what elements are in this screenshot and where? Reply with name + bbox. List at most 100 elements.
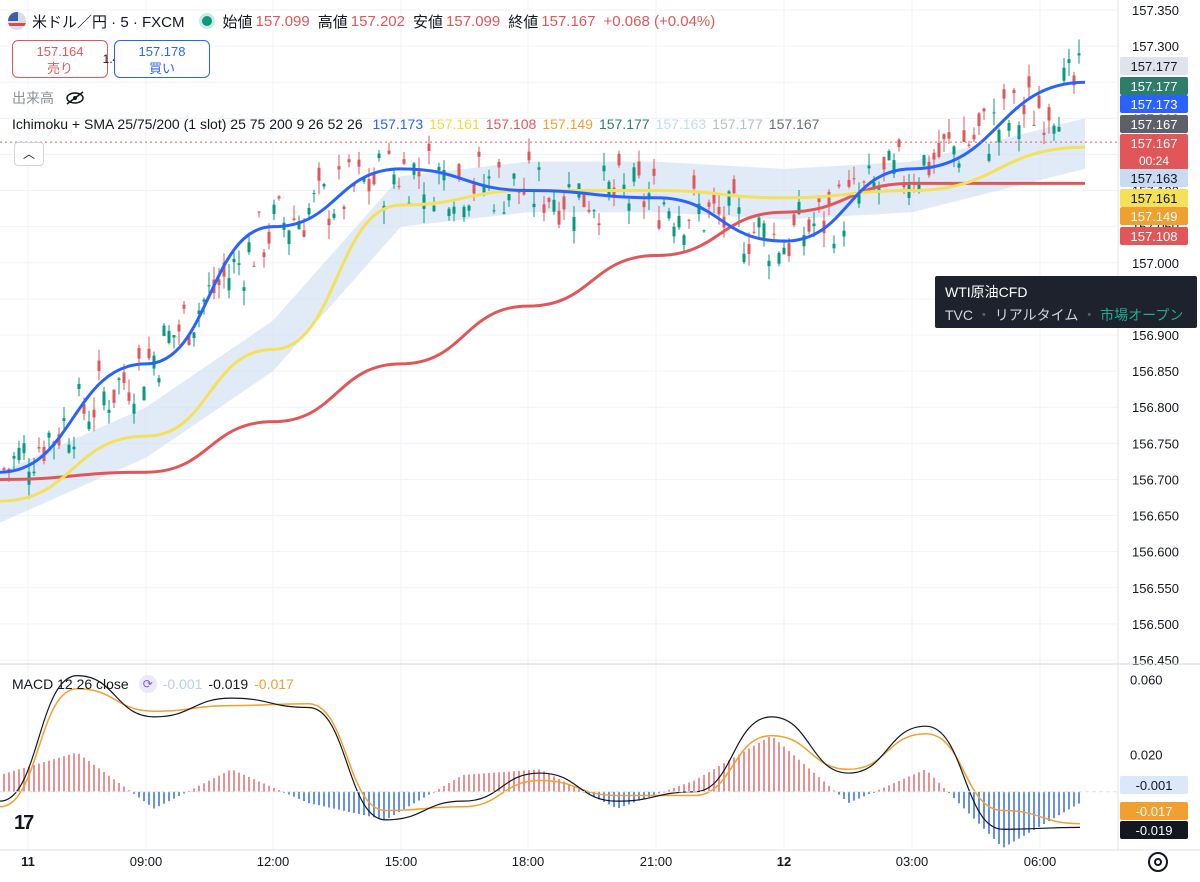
candle-body [372, 173, 376, 185]
ichimoku-value-4: 157.177 [598, 116, 650, 132]
candle-body [742, 253, 746, 263]
candle-body [942, 134, 946, 140]
candle-body [472, 184, 476, 194]
macd-histogram-bar [678, 786, 680, 792]
macd-histogram-bar [208, 780, 210, 792]
macd-histogram-bar [728, 760, 730, 792]
price-label-text: 157.173 [1131, 97, 1178, 112]
macd-histogram-bar [788, 750, 790, 792]
candle-body [802, 235, 806, 247]
candle-body [112, 389, 116, 403]
macd-histogram-bar [1038, 791, 1040, 827]
macd-histogram-bar [893, 783, 895, 792]
price-label-bg [1120, 227, 1188, 245]
macd-histogram-bar [868, 791, 870, 795]
price-label-bg [1120, 77, 1188, 95]
macd-histogram-bar [63, 756, 65, 792]
macd-histogram-bar [743, 751, 745, 792]
candle-body [662, 202, 666, 205]
macd-histogram-bar [1028, 791, 1030, 833]
macd-histogram-bar [193, 788, 195, 792]
candle-body [807, 219, 811, 232]
macd-histogram-bar [648, 791, 650, 798]
close-label: 終値 [508, 13, 539, 31]
macd-histogram-bar [1013, 791, 1015, 842]
candle-body [407, 202, 411, 204]
macd-histogram-bar [238, 772, 240, 792]
macd-histogram-bar [1003, 791, 1005, 848]
tooltip-mode: リアルタイム [994, 307, 1079, 323]
candle-body [107, 409, 111, 413]
sma-line-sma200 [0, 181, 1085, 481]
y-tick-label: 156.550 [1132, 581, 1179, 596]
buy-button[interactable]: 157.178 買い [114, 40, 210, 78]
candle-body [347, 159, 351, 163]
macd-histogram-bar [333, 791, 335, 809]
candle-body [682, 235, 686, 245]
ichimoku-legend: Ichimoku + SMA 25/75/200 (1 slot) 25 75 … [12, 116, 831, 132]
candle-body [727, 191, 731, 206]
candle-body [847, 179, 851, 187]
macd-histogram-bar [558, 778, 560, 792]
candle-body [1077, 53, 1081, 56]
x-tick-label: 12:00 [257, 854, 290, 869]
candle-body [877, 188, 881, 191]
candle-body [317, 167, 321, 181]
macd-histogram-bar [388, 791, 390, 818]
symbol-name[interactable]: 米ドル／円 · 5 · FXCM [32, 13, 185, 31]
price-label-text: 157.161 [1131, 191, 1178, 206]
candle-body [902, 183, 906, 188]
macd-histogram-bar [13, 770, 15, 792]
macd-histogram-bar [183, 791, 185, 794]
macd-histogram-bar [118, 782, 120, 792]
macd-histogram-bar [243, 774, 245, 792]
candle-body [482, 185, 486, 193]
candle-body [127, 392, 131, 401]
low-value: 157.099 [446, 12, 501, 30]
candle-body [957, 163, 961, 168]
candle-body [362, 178, 366, 182]
price-label-text: 157.149 [1131, 209, 1178, 224]
collapse-chevron-up-icon[interactable]: ︿ [14, 142, 44, 166]
macd-histogram-bar [568, 784, 570, 792]
macd-histogram-bar [833, 790, 835, 792]
candle-body [992, 112, 996, 114]
candle-body [1057, 126, 1061, 132]
candle-body [987, 153, 991, 161]
macd-histogram-bar [543, 771, 545, 792]
candle-body [867, 165, 871, 169]
candle-body [627, 203, 631, 211]
candle-body [157, 378, 161, 383]
x-tick-label: 03:00 [896, 854, 929, 869]
macd-histogram-bar [98, 768, 100, 792]
candle-body [512, 173, 516, 179]
candle-body [77, 384, 81, 390]
macd-histogram-bar [178, 791, 180, 797]
candle-body [72, 446, 76, 450]
macd-histogram-bar [33, 765, 35, 792]
macd-histogram-bar [398, 791, 400, 813]
macd-histogram-bar [273, 787, 275, 792]
candle-body [887, 151, 891, 161]
price-label-bg [1120, 207, 1188, 225]
price-label-bg [1120, 134, 1188, 170]
macd-histogram-bar [828, 785, 830, 792]
macd-histogram-bar [838, 791, 840, 795]
close-value: 157.167 [541, 12, 596, 30]
candle-body [67, 444, 71, 453]
candle-body [32, 471, 36, 474]
candle-body [332, 213, 336, 218]
macd-histogram-bar [458, 777, 460, 792]
sell-button[interactable]: 157.164 売り [12, 40, 108, 78]
open-label: 始値 [222, 13, 253, 31]
candle-body [1007, 122, 1011, 131]
ichimoku-label: Ichimoku + SMA 25/75/200 (1 slot) 25 75 … [12, 116, 363, 132]
settings-gear-icon[interactable] [1148, 852, 1168, 872]
macd-histogram-bar [603, 791, 605, 802]
macd-histogram-bar [1043, 791, 1045, 825]
eye-off-icon[interactable] [64, 90, 86, 106]
macd-histogram-bar [343, 791, 345, 811]
macd-histogram-bar [928, 772, 930, 792]
refresh-icon[interactable]: ⟳ [138, 675, 157, 693]
